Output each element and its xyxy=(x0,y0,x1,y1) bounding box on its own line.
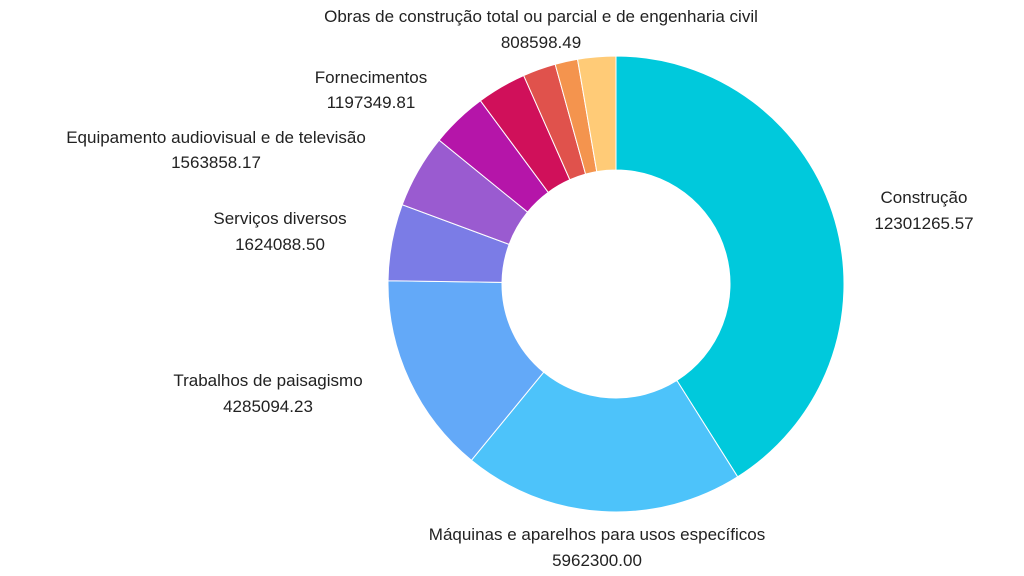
slice-label-fornecimentos: Fornecimentos 1197349.81 xyxy=(315,68,427,112)
slice-label-audiovisual: Equipamento audiovisual e de televisão 1… xyxy=(66,128,366,172)
donut-slice-0 xyxy=(615,55,845,478)
slice-label-obras: Obras de construção total ou parcial e d… xyxy=(324,7,758,52)
slice-label-paisagismo: Trabalhos de paisagismo 4285094.23 xyxy=(173,371,362,416)
slice-label-value: 1563858.17 xyxy=(171,153,261,172)
slice-label-maquinas: Máquinas e aparelhos para usos específic… xyxy=(429,525,765,570)
slice-label-construcao: Construção 12301265.57 xyxy=(874,188,973,233)
slice-label-name: Fornecimentos xyxy=(315,68,427,87)
slice-label-value: 808598.49 xyxy=(501,33,581,52)
donut-slices xyxy=(387,55,845,513)
donut-slice-1 xyxy=(470,371,739,513)
slice-label-name: Trabalhos de paisagismo xyxy=(173,371,362,390)
slice-label-value: 1197349.81 xyxy=(327,93,416,112)
slice-label-name: Construção xyxy=(881,188,968,207)
slice-label-name: Serviços diversos xyxy=(213,209,346,228)
slice-label-value: 1624088.50 xyxy=(235,235,325,254)
slice-label-servicos: Serviços diversos 1624088.50 xyxy=(213,209,346,254)
slice-label-name: Obras de construção total ou parcial e d… xyxy=(324,7,758,26)
donut-slice-9 xyxy=(576,55,617,173)
slice-label-value: 4285094.23 xyxy=(223,397,313,416)
slice-label-name: Máquinas e aparelhos para usos específic… xyxy=(429,525,765,544)
slice-label-value: 5962300.00 xyxy=(552,551,642,570)
slice-label-value: 12301265.57 xyxy=(874,214,973,233)
donut-slice-2 xyxy=(387,280,545,461)
slice-label-name: Equipamento audiovisual e de televisão xyxy=(66,128,366,147)
